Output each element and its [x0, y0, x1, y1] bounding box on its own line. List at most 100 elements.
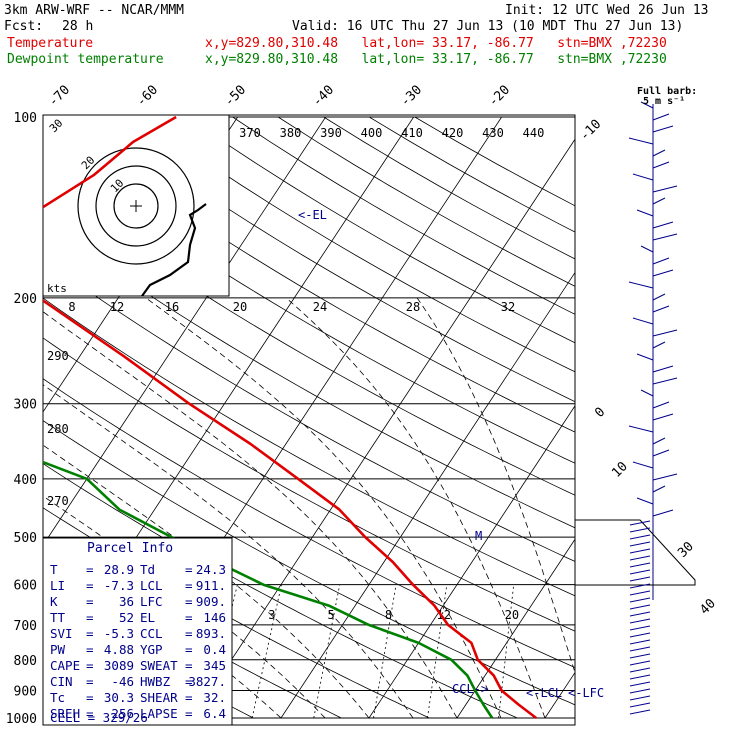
wind-barb — [629, 681, 651, 687]
parcel-equals: = — [86, 674, 94, 689]
lcl-marker: <-LCL — [526, 686, 562, 700]
dry-adiabat-line — [43, 258, 575, 562]
pressure-label: 300 — [14, 398, 37, 413]
wind-barb — [636, 497, 654, 505]
mixing-ratio-label: 8 — [385, 608, 392, 622]
parcel-param-value: 909. — [196, 594, 226, 609]
isotherm-label: -60 — [134, 83, 161, 110]
wind-barb — [629, 702, 651, 708]
wind-barb — [640, 101, 654, 109]
parcel-param-value: 52 — [119, 610, 134, 625]
theta-label: 420 — [442, 126, 464, 140]
wind-barb — [629, 562, 651, 568]
parcel-param-name: HWBZ — [140, 674, 171, 689]
wind-barb — [629, 548, 651, 554]
wind-barb — [632, 173, 654, 181]
parcel-param-value: 4.88 — [104, 642, 134, 657]
wind-barb — [652, 509, 674, 517]
wind-barb — [652, 185, 678, 193]
moist-adiabat-line — [416, 297, 575, 675]
parcel-param-name: Tc — [50, 690, 65, 705]
wind-barb — [629, 527, 651, 533]
dry-adiabat-line — [50, 116, 575, 433]
parcel-param-name: LFC — [140, 594, 163, 609]
barb-legend-units: 5 m s⁻¹ — [643, 96, 686, 107]
wind-barb — [652, 341, 666, 349]
dewpoint-location-info: x,y=829.80,310.48 lat,lon= 33.17, -86.77… — [205, 52, 667, 67]
parcel-param-value: 345 — [203, 658, 226, 673]
parcel-equals: = — [86, 610, 94, 625]
parcel-equals: = — [185, 562, 193, 577]
isotherm-label: -70 — [46, 83, 73, 110]
isotherm-line — [368, 405, 575, 719]
isotherm-line — [456, 538, 575, 719]
isotherm-label: 10 — [609, 459, 631, 481]
isotherm-label: 30 — [675, 539, 697, 561]
init-time: Init: 12 UTC Wed 26 Jun 13 — [505, 3, 709, 18]
wind-barb — [652, 257, 670, 265]
wind-barb — [628, 137, 654, 145]
parcel-equals: = — [86, 626, 94, 641]
wind-barb — [629, 583, 651, 589]
parcel-param-value: 6.4 — [203, 706, 226, 721]
parcel-equals: = — [185, 594, 193, 609]
wind-barb — [629, 674, 651, 680]
wind-barb — [652, 413, 674, 421]
mixing-ratio-label: 5 — [328, 608, 335, 622]
wind-barb — [629, 534, 651, 540]
mixing-ratio-label: 12 — [437, 608, 451, 622]
wind-barb — [629, 709, 651, 715]
wind-barb — [628, 281, 654, 289]
parcel-param-value: 0.4 — [203, 642, 226, 657]
wind-barb — [629, 688, 651, 694]
temperature-location-info: x,y=829.80,310.48 lat,lon= 33.17, -86.77… — [205, 36, 667, 51]
wind-barb — [629, 625, 651, 631]
lfc-marker: <-LFC — [568, 686, 604, 700]
parcel-param-name: PW — [50, 642, 66, 657]
theta-side-label: 270 — [47, 494, 69, 508]
parcel-param-value: 24.3 — [196, 562, 226, 577]
wind-barb — [652, 113, 670, 121]
hodograph-ring — [95, 165, 177, 247]
model-title: 3km ARW-WRF -- NCAR/MMM — [4, 3, 185, 18]
mean-wind-marker: M — [475, 529, 482, 543]
wind-barb — [652, 125, 674, 133]
wind-barb — [652, 437, 666, 445]
wind-barb — [652, 161, 670, 169]
parcel-param-name: SREH — [50, 706, 80, 721]
theta-label: 400 — [361, 126, 383, 140]
parcel-param-value: 3827. — [188, 674, 226, 689]
parcel-param-value: 893. — [196, 626, 226, 641]
theta-label: 440 — [523, 126, 545, 140]
hodograph-tick-label: 8 — [68, 300, 75, 314]
wind-barb — [632, 317, 654, 325]
pressure-label: 500 — [14, 531, 37, 546]
theta-side-label: 290 — [47, 349, 69, 363]
parcel-param-value: 146 — [203, 610, 226, 625]
wind-barb — [629, 695, 651, 701]
wind-barb — [629, 653, 651, 659]
pressure-label: 600 — [14, 579, 37, 594]
dry-adiabat-line — [43, 297, 575, 597]
wind-barb — [636, 209, 654, 217]
dry-adiabat-line — [43, 220, 575, 529]
wind-barb — [629, 520, 651, 526]
wind-barb — [640, 245, 654, 253]
wind-barb — [629, 604, 651, 610]
ccl-marker: CCL-> — [452, 682, 488, 696]
hodograph-tick-label: 20 — [233, 300, 247, 314]
wind-barb — [652, 221, 674, 229]
barb-panel-edge — [575, 519, 696, 586]
temperature-series-label: Temperature — [7, 36, 94, 51]
mixing-ratio-line — [498, 584, 515, 719]
pressure-label: 100 — [14, 111, 37, 126]
hodograph-units: kts — [47, 282, 67, 295]
hodograph-ring — [77, 147, 195, 265]
wind-barb — [629, 555, 651, 561]
moist-adiabat-line — [43, 311, 458, 719]
parcel-equals: = — [185, 690, 193, 705]
parcel-param-value: 911. — [196, 578, 226, 593]
isotherm-label: 0 — [592, 405, 608, 421]
parcel-equals: = — [86, 706, 94, 721]
